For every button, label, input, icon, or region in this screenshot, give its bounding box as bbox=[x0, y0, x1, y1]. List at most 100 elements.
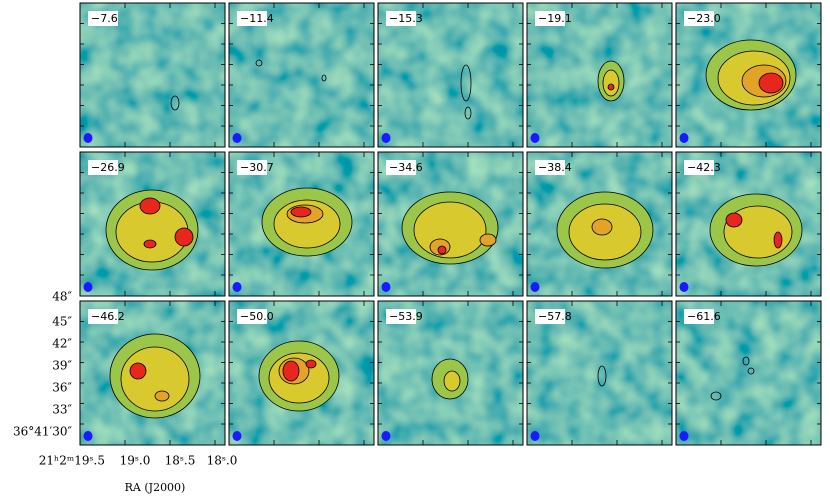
label-box bbox=[684, 11, 714, 26]
contour bbox=[413, 201, 487, 259]
channel-panel: −19.1 bbox=[526, 2, 673, 148]
emission bbox=[460, 64, 472, 120]
contour bbox=[742, 356, 750, 366]
label-box bbox=[386, 160, 416, 175]
emission bbox=[597, 365, 607, 387]
label-box bbox=[386, 11, 416, 26]
beam bbox=[83, 282, 93, 292]
noise-texture bbox=[229, 3, 374, 147]
beam bbox=[232, 431, 242, 441]
label-box bbox=[237, 160, 267, 175]
noise-texture bbox=[378, 3, 523, 147]
beam bbox=[679, 282, 689, 292]
panel-frame bbox=[228, 300, 375, 446]
contour bbox=[479, 233, 497, 247]
label-box bbox=[535, 11, 565, 26]
emission bbox=[258, 340, 340, 412]
channel-panel: −57.8 bbox=[526, 300, 673, 446]
panel-label: −19.1 bbox=[538, 12, 572, 25]
label-box bbox=[535, 160, 565, 175]
contour bbox=[154, 390, 170, 402]
beam bbox=[679, 133, 689, 143]
beam bbox=[232, 282, 242, 292]
label-box bbox=[88, 309, 118, 324]
beam bbox=[530, 133, 540, 143]
contour bbox=[773, 231, 783, 249]
emission bbox=[170, 95, 180, 111]
panel-label: −53.9 bbox=[389, 310, 423, 323]
panel-frame bbox=[377, 2, 524, 148]
y-tick-label: 33″ bbox=[52, 403, 72, 417]
panel-frame bbox=[675, 151, 822, 297]
emission bbox=[401, 191, 499, 265]
contour bbox=[591, 218, 613, 236]
x-axis-label: RA (J2000) bbox=[125, 481, 186, 494]
contour bbox=[747, 367, 755, 375]
label-box bbox=[237, 11, 267, 26]
emission bbox=[109, 333, 201, 419]
channel-panel: −50.0 bbox=[228, 300, 375, 446]
contour bbox=[443, 370, 461, 392]
contour bbox=[282, 360, 300, 382]
panel-label: −7.6 bbox=[91, 12, 118, 25]
panel-label: −11.4 bbox=[240, 12, 274, 25]
contour bbox=[139, 197, 161, 215]
contour bbox=[437, 245, 447, 255]
y-tick-label: 39″ bbox=[52, 359, 72, 373]
contour bbox=[143, 239, 157, 249]
beam bbox=[381, 133, 391, 143]
contour bbox=[129, 362, 147, 380]
contour bbox=[290, 206, 312, 218]
label-box bbox=[535, 309, 565, 324]
panel-frame bbox=[79, 300, 226, 446]
contour bbox=[725, 212, 743, 228]
x-tick-label: 18ˢ.0 bbox=[207, 454, 238, 468]
label-box bbox=[88, 11, 118, 26]
contour bbox=[460, 64, 472, 102]
y-tick-label: 48″ bbox=[52, 290, 72, 304]
panel-label: −23.0 bbox=[687, 12, 721, 25]
channel-panel: −42.3 bbox=[675, 151, 822, 297]
panel-frame bbox=[228, 2, 375, 148]
contour bbox=[597, 365, 607, 387]
channel-panel: −34.6 bbox=[377, 151, 524, 297]
beam bbox=[381, 282, 391, 292]
panel-label: −30.7 bbox=[240, 161, 274, 174]
contour bbox=[607, 83, 615, 91]
channel-panel: −23.0 bbox=[675, 2, 822, 148]
label-box bbox=[386, 309, 416, 324]
panel-label: −26.9 bbox=[91, 161, 125, 174]
y-tick-label: 42″ bbox=[52, 337, 72, 351]
contour bbox=[255, 59, 263, 67]
contour bbox=[120, 346, 190, 412]
y-tick-label: 36″ bbox=[52, 381, 72, 395]
emission bbox=[556, 191, 654, 269]
label-box bbox=[237, 309, 267, 324]
emission bbox=[261, 187, 353, 257]
emission bbox=[709, 193, 803, 267]
emission bbox=[705, 39, 797, 111]
beam bbox=[530, 431, 540, 441]
x-tick-label: 19ˢ.0 bbox=[120, 454, 151, 468]
panel-frame bbox=[526, 2, 673, 148]
panel-label: −38.4 bbox=[538, 161, 572, 174]
contour bbox=[710, 391, 722, 401]
panel-frame bbox=[526, 151, 673, 297]
beam bbox=[232, 133, 242, 143]
panel-label: −34.6 bbox=[389, 161, 423, 174]
x-tick-label: 21ʰ2ᵐ19ˢ.5 bbox=[39, 454, 105, 468]
panel-frame bbox=[675, 2, 822, 148]
emission bbox=[255, 59, 327, 82]
channel-panel: −7.6 bbox=[79, 2, 226, 148]
panel-label: −46.2 bbox=[91, 310, 125, 323]
panel-frame bbox=[79, 2, 226, 148]
contour bbox=[602, 69, 620, 97]
channel-panel: −30.7 bbox=[228, 151, 375, 297]
panel-label: −61.6 bbox=[687, 310, 721, 323]
contour bbox=[170, 95, 180, 111]
beam bbox=[679, 431, 689, 441]
contour bbox=[174, 227, 194, 247]
label-box bbox=[88, 160, 118, 175]
beam bbox=[83, 133, 93, 143]
